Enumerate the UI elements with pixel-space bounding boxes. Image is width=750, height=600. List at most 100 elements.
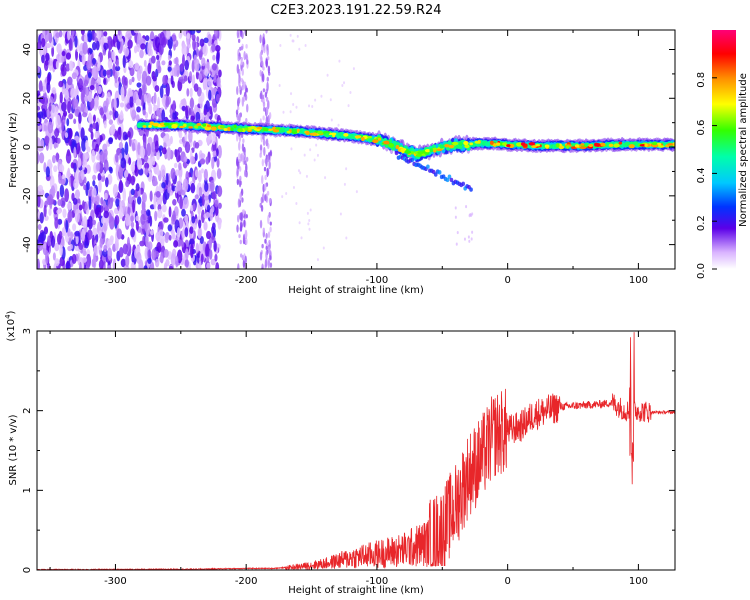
noise-blob (265, 138, 269, 147)
spectrogram-y-tick-label: 40 (22, 43, 33, 56)
ridge-branch (426, 164, 430, 169)
ridge-hotspot (249, 126, 257, 130)
noise-blob (320, 94, 323, 98)
noise-blob (67, 167, 71, 178)
ridge-hotspot (210, 126, 217, 131)
noise-blob (236, 214, 240, 223)
noise-blob (87, 71, 92, 79)
noise-blob (55, 152, 59, 163)
noise-blob (41, 54, 45, 64)
noise-blob (130, 221, 135, 229)
noise-blob (118, 179, 123, 192)
noise-blob (180, 240, 185, 248)
noise-blob (245, 44, 248, 49)
noise-blob (89, 48, 93, 54)
noise-blob (242, 233, 246, 244)
noise-blob (295, 105, 298, 109)
noise-blob (107, 57, 113, 70)
noise-blob (156, 168, 160, 176)
noise-blob (104, 192, 108, 201)
noise-blob (71, 253, 77, 265)
ridge-hotspot (262, 127, 269, 132)
noise-blob (61, 54, 65, 63)
noise-blob (246, 103, 249, 113)
noise-blob (165, 172, 169, 186)
noise-blob (343, 182, 346, 186)
noise-blob (144, 162, 150, 170)
ridge-hotspot (448, 144, 455, 149)
noise-blob (45, 52, 50, 62)
noise-blob (102, 50, 107, 56)
noise-blob (94, 95, 99, 108)
noise-blob (193, 83, 199, 92)
noise-blob (66, 202, 73, 210)
noise-blob (265, 108, 269, 116)
noise-blob (143, 93, 147, 103)
noise-blob (133, 45, 138, 54)
noise-blob (215, 51, 220, 65)
noise-blob (156, 241, 162, 253)
noise-blob (79, 261, 82, 269)
noise-blob (51, 87, 57, 95)
snr-x-ticks: -300 -200 -100 0 100 (49, 331, 648, 587)
noise-blob (151, 156, 156, 166)
noise-blob (92, 227, 98, 236)
noise-blob (236, 63, 240, 74)
noise-blob (48, 208, 52, 216)
noise-blob (71, 30, 75, 37)
noise-blob (261, 158, 265, 167)
noise-blob (149, 190, 153, 202)
noise-blob (259, 219, 263, 229)
noise-blob (262, 115, 265, 121)
noise-blob (282, 110, 285, 114)
ridge-hotspot (272, 128, 280, 133)
noise-blob (129, 95, 134, 108)
noise-blob (103, 244, 108, 253)
noise-blob (56, 190, 60, 200)
noise-blob (136, 32, 142, 47)
noise-blob (339, 212, 342, 216)
noise-blob (196, 30, 202, 34)
ridge-hotspot (275, 127, 281, 130)
noise-blob (266, 81, 269, 92)
noise-blob (238, 234, 241, 239)
noise-blob (245, 53, 248, 60)
noise-blob (136, 157, 143, 170)
noise-blob (194, 58, 200, 72)
ridge-tail (454, 215, 457, 219)
noise-blob (268, 112, 272, 120)
noise-blob (80, 127, 85, 141)
noise-blob (243, 219, 246, 228)
noise-blob (100, 197, 104, 205)
noise-blob (63, 110, 68, 117)
noise-blob (92, 122, 97, 130)
noise-blob (170, 253, 176, 266)
noise-blob (184, 141, 191, 154)
noise-blob (289, 33, 292, 37)
noise-blob (190, 30, 196, 36)
noise-blob (190, 244, 194, 259)
noise-blob (157, 65, 162, 74)
noise-blob (120, 85, 125, 99)
noise-blob (116, 38, 121, 51)
noise-blob (127, 39, 133, 49)
ridge-tail (471, 230, 474, 234)
noise-blob (262, 88, 266, 93)
noise-blob (167, 36, 173, 50)
noise-blob (205, 243, 211, 258)
noise-blob (148, 103, 153, 115)
noise-blob (259, 51, 262, 60)
noise-blob (197, 227, 202, 239)
noise-blob (70, 231, 74, 241)
noise-blob (159, 85, 164, 99)
ridge-cell (395, 142, 401, 146)
noise-blob (246, 59, 249, 65)
ridge-hotspot (469, 142, 473, 146)
noise-blob (153, 196, 157, 210)
noise-blob (37, 248, 40, 255)
noise-blob (96, 162, 101, 172)
noise-blob (149, 215, 153, 227)
noise-blob (103, 31, 108, 37)
noise-blob (161, 204, 167, 213)
